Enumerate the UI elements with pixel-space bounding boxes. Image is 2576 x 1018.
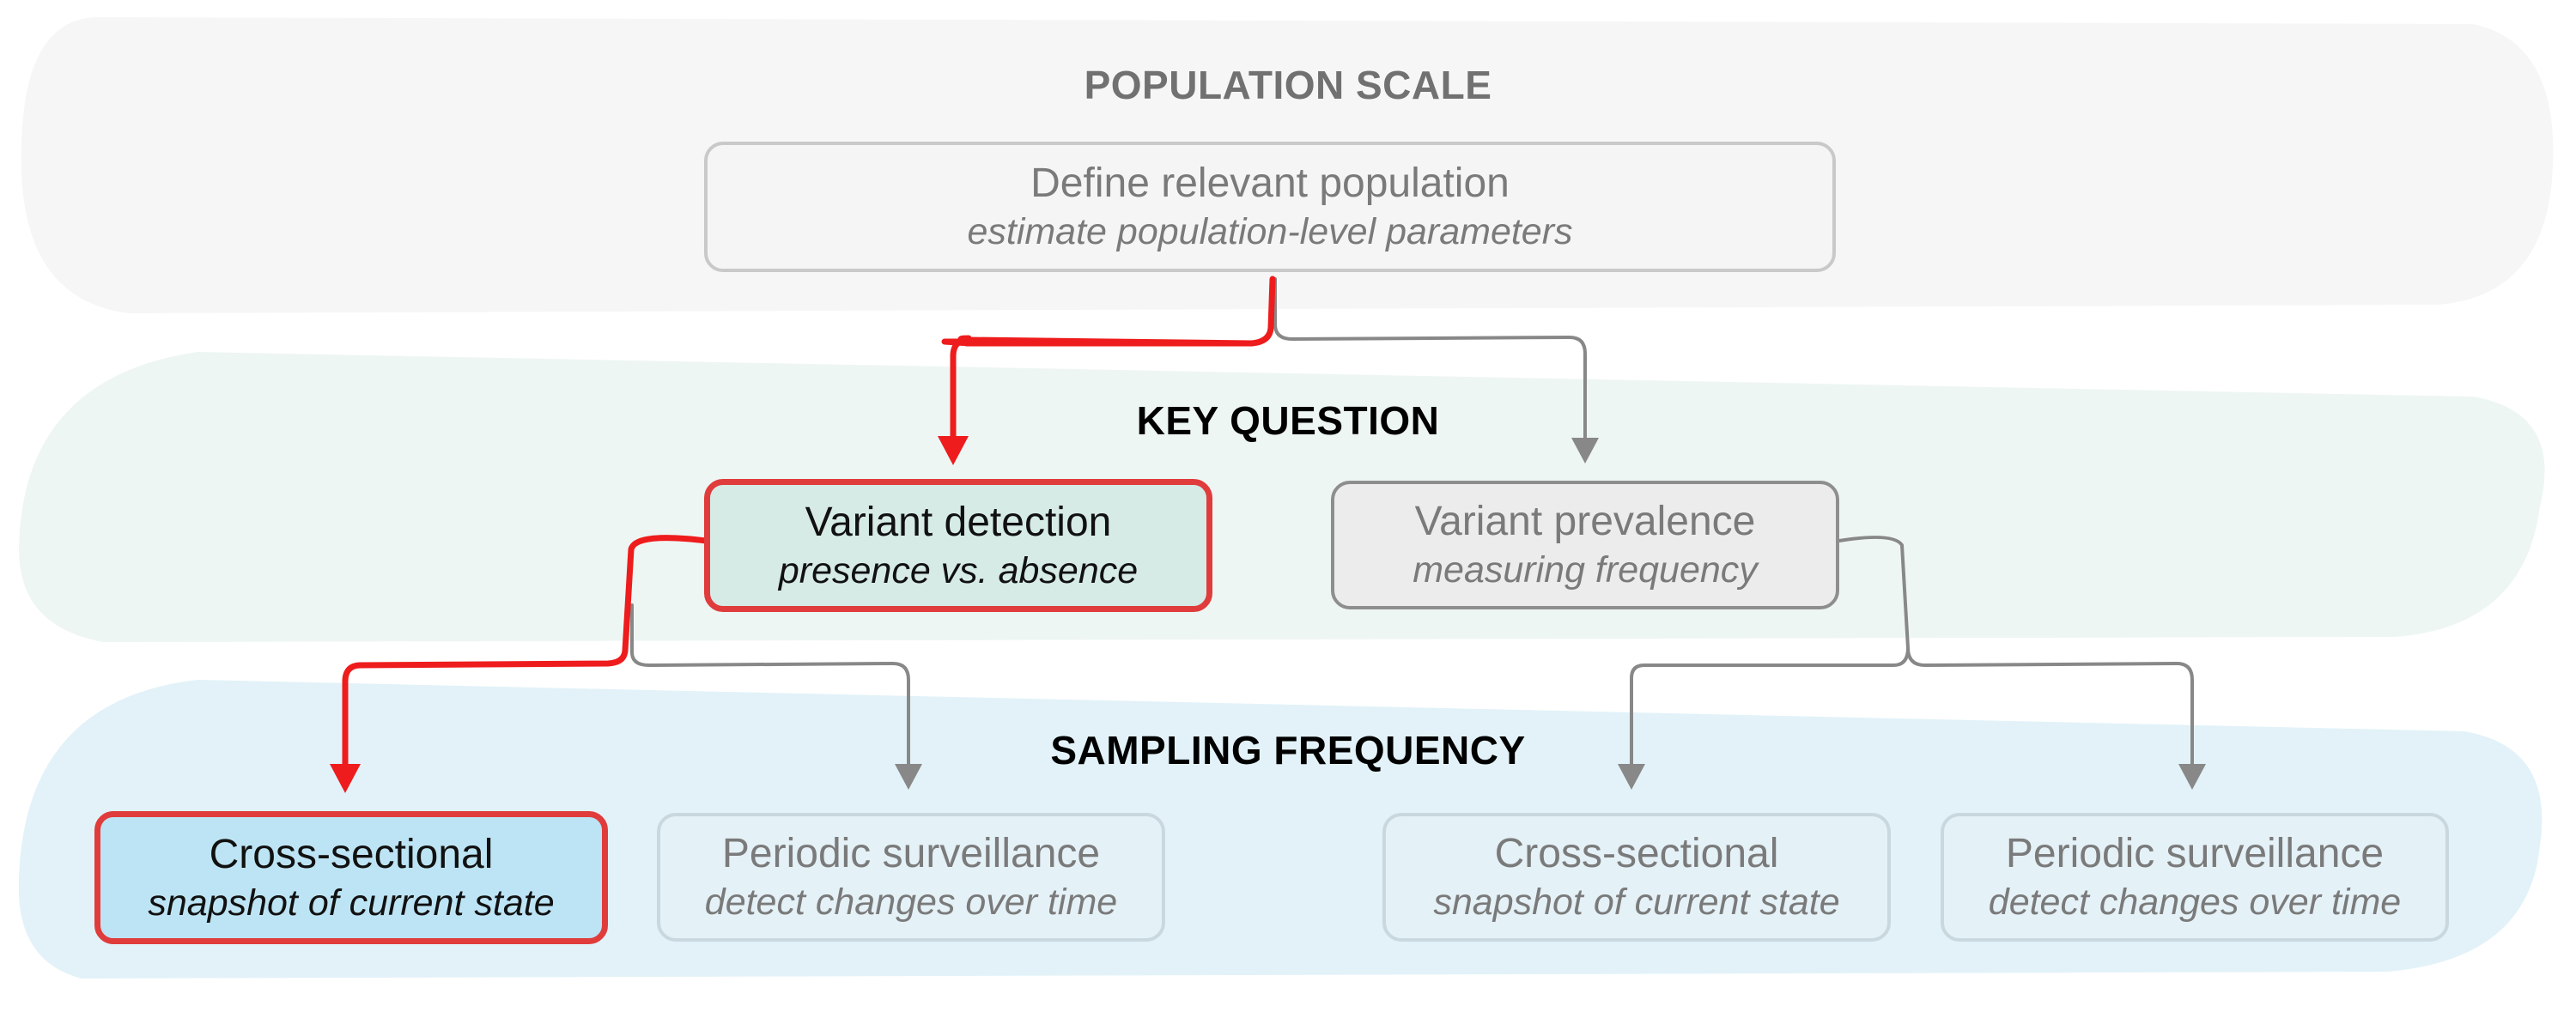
highlight-arrowhead-detection <box>938 436 969 465</box>
connector-define-prevalence <box>1273 277 1587 448</box>
node-title: Periodic surveillance <box>2005 831 2385 876</box>
node-variant-prevalence: Variant prevalence measuring frequency <box>1331 481 1839 609</box>
node-subtitle: snapshot of current state <box>1433 882 1840 923</box>
node-detection-cross-sectional: Cross-sectional snapshot of current stat… <box>94 811 608 944</box>
tier-label-sampling: SAMPLING FREQUENCY <box>1050 728 1526 773</box>
node-title: Variant prevalence <box>1414 499 1756 544</box>
question-band <box>19 352 2545 642</box>
arrowhead-det-periodic <box>895 764 922 790</box>
tier-label-population: POPULATION SCALE <box>1084 63 1492 107</box>
sampling-band <box>18 680 2543 979</box>
highlight-define-detection-tail <box>950 335 1255 450</box>
node-subtitle: measuring frequency <box>1413 549 1758 591</box>
arrowhead-prev-periodic <box>2178 764 2206 790</box>
node-title: Cross-sectional <box>1494 831 1779 876</box>
connector-prevalence-branch <box>1630 536 1910 774</box>
node-title: Variant detection <box>805 499 1112 545</box>
node-title: Define relevant population <box>1030 161 1510 206</box>
tier-label-key-question: KEY QUESTION <box>1136 398 1440 443</box>
connector-detection-periodic <box>630 603 910 774</box>
node-title: Periodic surveillance <box>721 831 1101 876</box>
arrowhead-prev-cross <box>1618 764 1645 790</box>
node-subtitle: estimate population-level parameters <box>967 211 1573 252</box>
node-subtitle: detect changes over time <box>704 882 1118 923</box>
node-subtitle: snapshot of current state <box>148 882 555 924</box>
node-define-population: Define relevant population estimate popu… <box>704 142 1836 272</box>
node-title: Cross-sectional <box>209 831 494 877</box>
connector-prevalence-periodic <box>1906 646 2194 774</box>
node-subtitle: detect changes over time <box>1988 882 2402 923</box>
node-subtitle: presence vs. absence <box>778 549 1139 591</box>
node-detection-periodic: Periodic surveillance detect changes ove… <box>657 813 1165 942</box>
highlight-arrowhead-crosssectional <box>330 764 361 793</box>
node-variant-detection: Variant detection presence vs. absence <box>704 479 1212 612</box>
highlight-detection-crosssectional <box>342 535 709 776</box>
node-prevalence-cross-sectional: Cross-sectional snapshot of current stat… <box>1382 813 1891 942</box>
arrowhead-prevalence <box>1571 438 1599 464</box>
node-prevalence-periodic: Periodic surveillance detect changes ove… <box>1941 813 2449 942</box>
